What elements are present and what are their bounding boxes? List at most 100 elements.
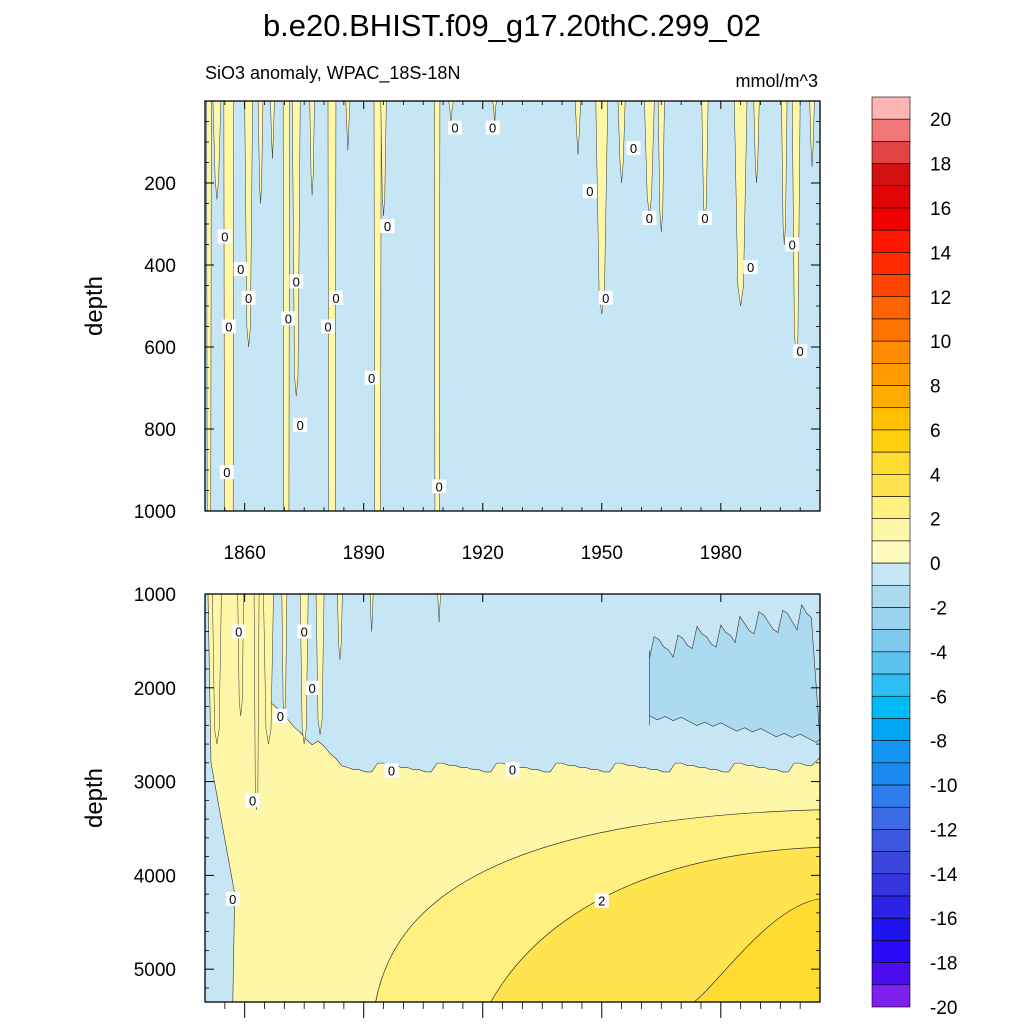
upper-label-box [785, 237, 800, 252]
colorbar-swatch [871, 917, 911, 941]
colorbar-swatch [871, 229, 911, 253]
upper-positive-streak [270, 101, 275, 159]
lower-panel: 0 0 0 0 0 0 0 0 2 1000 2000 3000 4000 5000 depth [81, 585, 821, 1018]
colorbar-swatch [871, 607, 911, 630]
colorbar-swatch [871, 496, 911, 520]
upper-xtick-label: 1890 [343, 543, 385, 564]
colorbar-swatch [871, 252, 911, 275]
colorbar-swatch [871, 407, 911, 431]
upper-xtick-label: 1980 [700, 543, 742, 564]
upper-label-box [793, 344, 808, 359]
colorbar-tick-label: -4 [930, 643, 947, 664]
colorbar-swatch [871, 274, 911, 298]
units-label: mmol/m^3 [736, 71, 818, 91]
upper-positive-streak [257, 101, 264, 204]
colorbar-swatch [871, 651, 911, 675]
colorbar-swatch [871, 451, 911, 475]
upper-label-box [293, 417, 308, 432]
colorbar-tick-label: 4 [930, 465, 941, 486]
upper-contour-label: 0 [435, 479, 442, 494]
colorbar-tick-label: 8 [930, 377, 941, 398]
upper-label-box [233, 262, 248, 277]
lower-negative-core [649, 603, 820, 743]
upper-positive-streak [373, 101, 382, 511]
panel-subtitle: SiO3 anomaly, WPAC_18S-18N [205, 63, 460, 84]
upper-positive-streak [644, 101, 655, 216]
upper-contour-label: 0 [630, 141, 637, 156]
lower-positive-streak [212, 594, 222, 745]
upper-contour-label: 0 [489, 121, 496, 136]
colorbar-swatch [871, 762, 911, 786]
lower-label-box [297, 624, 312, 639]
upper-positive-streak [492, 101, 498, 126]
colorbar-tick-label: 0 [930, 554, 941, 575]
colorbar-tick-label: 16 [930, 199, 951, 220]
upper-contour-label: 0 [646, 211, 653, 226]
upper-contour-label: 0 [789, 238, 796, 253]
colorbar-swatch [871, 584, 911, 608]
lower-contour-label: 2 [598, 894, 605, 909]
colorbar-swatch [871, 540, 911, 564]
colorbar-swatch [871, 340, 911, 364]
colorbar-tick-label: -14 [930, 865, 958, 886]
upper-xtick-label: 1920 [462, 543, 504, 564]
upper-positive-streak [617, 101, 626, 184]
upper-ytick-label: 400 [144, 256, 176, 277]
upper-positive-streak [223, 101, 235, 511]
lower-ytick-label: 1000 [134, 585, 176, 606]
lower-ylabel: depth [81, 768, 108, 828]
upper-contour-label: 0 [297, 418, 304, 433]
upper-positive-streak [448, 101, 454, 130]
upper-contour-label: 0 [701, 211, 708, 226]
upper-positive-streak [781, 101, 788, 245]
upper-positive-streak [809, 101, 815, 167]
upper-contour-label: 0 [223, 465, 230, 480]
colorbar-tick-label: -20 [930, 998, 957, 1019]
upper-contour-label: 0 [747, 260, 754, 275]
colorbar-swatch [871, 385, 911, 409]
upper-ytick-label: 1000 [134, 502, 176, 523]
upper-label-box [582, 184, 597, 199]
upper-label-box [447, 120, 462, 135]
colorbar-tick-label: 20 [930, 110, 951, 131]
upper-positive-streak [282, 101, 290, 511]
upper-label-box [743, 260, 758, 275]
upper-contour-label: 0 [293, 274, 300, 289]
colorbar-swatch [871, 207, 911, 231]
colorbar-swatch [871, 806, 911, 830]
upper-contour-label: 0 [221, 229, 228, 244]
lower-positive-streak [369, 594, 374, 632]
upper-positive-streak [380, 101, 387, 216]
upper-label-box [321, 319, 335, 334]
colorbar-tick-label: 14 [930, 243, 952, 264]
upper-contour-label: 0 [368, 371, 375, 386]
lower-contour-label: 0 [388, 763, 395, 778]
lower-positive-band [672, 898, 820, 1002]
colorbar-tick-label: -6 [930, 687, 947, 708]
colorbar-tick-label: 12 [930, 288, 951, 309]
colorbar-tick-label: 18 [930, 155, 951, 176]
lower-label-box [305, 680, 320, 695]
colorbar-tick-label: -2 [930, 598, 947, 619]
upper-contour-label: 0 [797, 344, 804, 359]
colorbar-swatch [871, 363, 911, 386]
upper-contour-label: 0 [285, 311, 292, 326]
colorbar-swatch [871, 96, 911, 120]
colorbar-swatch [871, 940, 911, 963]
colorbar-swatch [871, 429, 911, 453]
lower-positive-streak [337, 594, 343, 660]
colorbar-tick-label: 2 [930, 510, 941, 531]
lower-ytick-label: 3000 [134, 773, 176, 794]
upper-label-box [697, 210, 712, 225]
lower-ytick-label: 2000 [134, 679, 176, 700]
upper-positive-streak [657, 101, 665, 233]
colorbar-swatch [871, 873, 911, 897]
lower-contour-label: 0 [229, 892, 236, 907]
upper-label-box [432, 479, 447, 494]
lower-label-box [384, 763, 399, 778]
lower-contour-label: 0 [509, 762, 516, 777]
colorbar-tick-label: 6 [930, 421, 941, 442]
upper-positive-streak [753, 101, 760, 184]
lower-plot-frame [204, 593, 821, 1003]
